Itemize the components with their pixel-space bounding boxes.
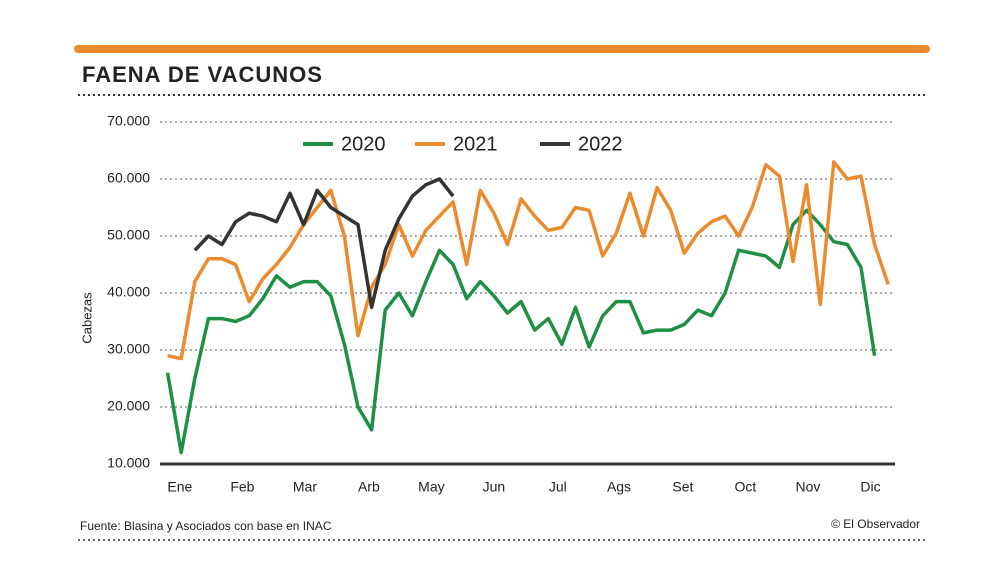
y-tick-label: 70.000 xyxy=(107,113,150,129)
series-line xyxy=(165,208,877,455)
y-axis-label: Cabezas xyxy=(79,292,94,344)
x-tick-label: Set xyxy=(672,479,693,495)
y-tick-label: 60.000 xyxy=(107,170,150,186)
y-tick-label: 50.000 xyxy=(107,227,150,243)
y-tick-label: 10.000 xyxy=(107,455,150,471)
series-line xyxy=(167,160,890,361)
legend-label: 2020 xyxy=(341,133,386,155)
legend-label: 2022 xyxy=(578,133,623,155)
x-tick-label: Nov xyxy=(796,479,821,495)
x-tick-label: Arb xyxy=(358,479,380,495)
x-tick-label: Mar xyxy=(293,479,317,495)
chart-title: FAENA DE VACUNOS xyxy=(82,62,323,87)
x-tick-label: Ene xyxy=(167,479,192,495)
legend-label: 2021 xyxy=(453,133,498,155)
x-tick-label: Jun xyxy=(483,479,506,495)
y-tick-label: 40.000 xyxy=(107,284,150,300)
x-tick-label: Ags xyxy=(607,479,631,495)
x-tick-label: Dic xyxy=(860,479,880,495)
x-tick-label: Oct xyxy=(735,479,757,495)
source: Fuente: Blasina y Asociados con base en … xyxy=(80,519,332,533)
credit: © El Observador xyxy=(831,517,920,531)
series-line xyxy=(193,177,455,310)
y-tick-label: 30.000 xyxy=(107,341,150,357)
y-tick-label: 20.000 xyxy=(107,398,150,414)
x-tick-label: Jul xyxy=(549,479,567,495)
x-tick-label: Feb xyxy=(230,479,254,495)
x-tick-label: May xyxy=(418,479,444,495)
